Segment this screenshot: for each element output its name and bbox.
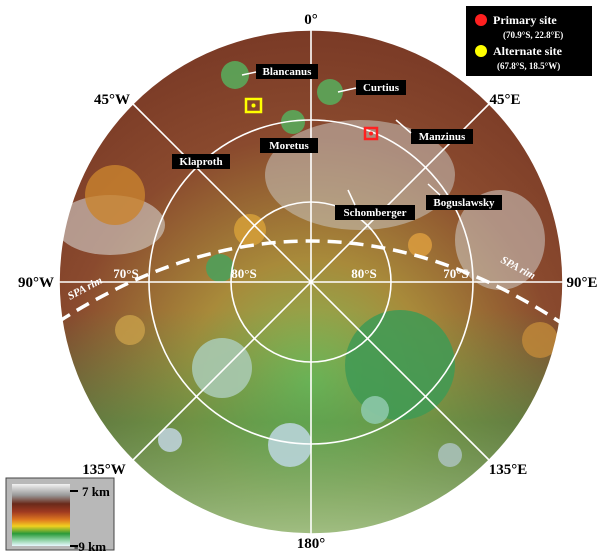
label-box [411,129,473,144]
crater-label-curtius: Curtius [363,82,400,94]
terrain-basin [221,61,249,89]
label-pointer [347,189,356,206]
terrain-basin [158,428,182,452]
label-box [172,154,230,169]
label-box [356,80,406,95]
label-pointer [241,71,257,76]
meridian-45e-135w [132,103,490,461]
terrain-basin [317,79,343,105]
longitude-label-0: 0° [304,12,318,28]
elevation-colorbar [12,484,70,546]
alternate-site-legend-swatch [475,45,487,57]
terrain-highland [455,190,545,290]
label-pointer [427,183,441,196]
crater-label-blancanus: Blancanus [263,66,313,78]
terrain-basin [408,233,432,257]
terrain-basin [281,110,305,134]
elevation-max-label: 7 km [82,484,110,499]
terrain-basin [522,322,558,358]
terrain-basin [345,310,455,420]
alternate-site-marker [244,97,263,114]
longitude-label-135e: 135°E [489,462,528,478]
elevation-min-label: -9 km [74,539,106,552]
terrain-basin [206,254,234,282]
primary-site-coords: (70.9°S, 22.8°E) [503,30,563,40]
sites-legend-box [466,6,592,76]
primary-site-title: Primary site [493,13,557,27]
terrain-basin [438,443,462,467]
crater-label-schomberger: Schomberger [344,207,407,219]
terrain-basin [192,338,252,398]
latitude-label: 80°S [231,266,256,281]
terrain-lowland [59,310,563,534]
longitude-label-90w: 90°W [18,275,54,291]
label-box [260,138,318,153]
label-box [426,195,502,210]
terrain-basin [85,165,145,225]
longitude-label-180: 180° [297,536,326,552]
primary-site-legend-swatch [475,14,487,26]
alternate-site-title: Alternate site [493,44,563,58]
crater-label-boguslawsky: Boguslawsky [433,197,495,209]
label-pointer [337,87,357,93]
label-box [256,64,318,79]
spa-rim-line [57,239,561,324]
latitude-label: 70°S [443,266,468,281]
latitude-label: 80°S [351,266,376,281]
alternate-site-coords: (67.8°S, 18.5°W) [497,61,560,71]
alternate-site-dot [251,103,256,108]
crater-labels: Blancanus Curtius Manzinus Moretus Klapr… [172,64,502,220]
terrain-basin [361,396,389,424]
longitude-label-45w: 45°W [94,92,130,108]
label-box [335,205,415,220]
crater-label-manzinus: Manzinus [419,131,466,143]
longitude-label-45e: 45°E [489,92,520,108]
terrain-basin [268,423,312,467]
label-pointer [395,119,412,134]
crater-label-moretus: Moretus [269,140,309,152]
crater-label-klaproth: Klaproth [179,156,222,168]
longitude-label-135w: 135°W [82,462,126,478]
latitude-label: 70°S [113,266,138,281]
elevation-legend: 7 km -9 km [5,477,115,552]
sites-legend: Primary site (70.9°S, 22.8°E) Alternate … [466,6,592,76]
primary-site-dot [369,131,373,136]
primary-site-marker [363,126,379,141]
longitude-label-90e: 90°E [566,275,597,291]
terrain-basin [115,315,145,345]
